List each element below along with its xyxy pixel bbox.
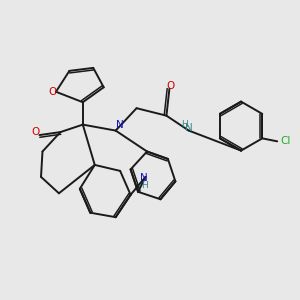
Text: N: N — [116, 120, 124, 130]
Text: Cl: Cl — [280, 136, 291, 146]
Text: N: N — [140, 173, 148, 183]
Text: O: O — [48, 87, 56, 97]
Text: H: H — [181, 119, 188, 128]
Text: O: O — [32, 127, 40, 137]
Text: N: N — [185, 123, 193, 133]
Text: H: H — [141, 181, 147, 190]
Text: O: O — [167, 81, 175, 91]
